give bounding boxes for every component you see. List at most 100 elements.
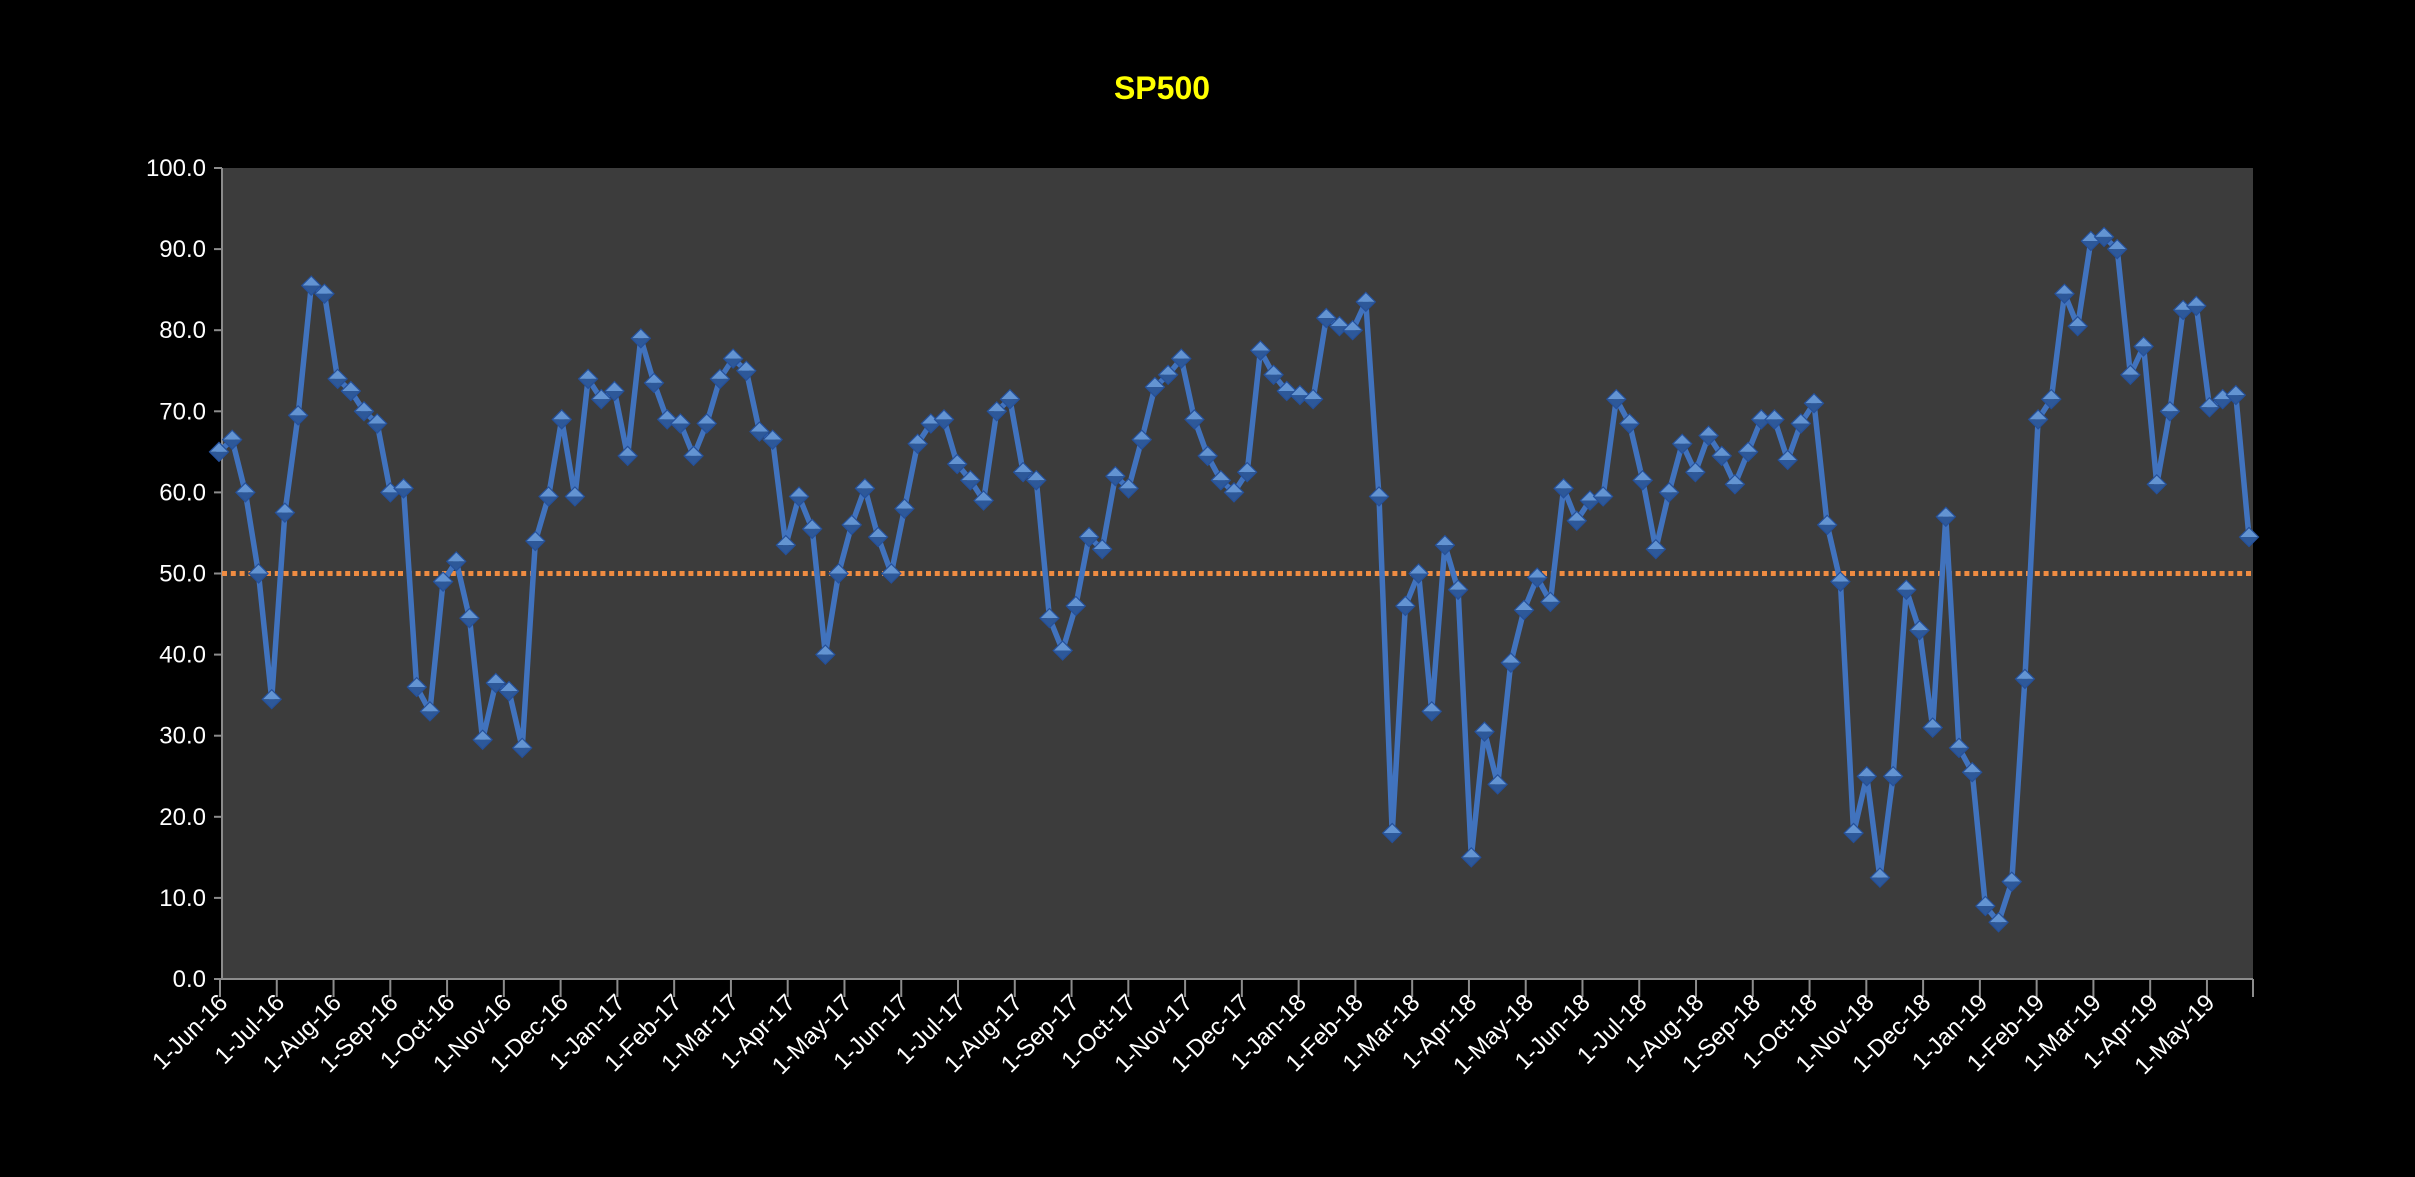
marker-outline (1355, 291, 1377, 313)
marker-bottom-face (644, 382, 664, 393)
marker-top-face (578, 369, 598, 379)
marker-bottom-face (1804, 403, 1824, 413)
marker-outline (314, 283, 335, 305)
marker-bottom-face (525, 541, 545, 551)
marker-outline (248, 563, 269, 584)
marker-bottom-face (1672, 443, 1692, 454)
marker-top-face (2120, 365, 2140, 375)
marker-top-face (1593, 486, 1613, 497)
marker-bottom-face (1540, 601, 1560, 612)
marker-outline (393, 477, 414, 499)
data-point-marker (1434, 534, 1456, 556)
marker-outline (472, 729, 493, 751)
marker-outline (617, 445, 638, 467)
marker-bottom-face (328, 378, 348, 389)
data-point-marker (1830, 571, 1851, 592)
marker-outline (1434, 534, 1456, 556)
marker-top-face (763, 430, 783, 440)
data-point-marker (340, 380, 362, 402)
marker-bottom-face (829, 573, 849, 583)
data-point-marker (1935, 506, 1957, 528)
marker-bottom-face (1830, 581, 1850, 592)
marker-outline (577, 368, 599, 390)
marker-outline (1460, 847, 1482, 868)
marker-outline (485, 672, 507, 694)
data-point-marker (406, 676, 428, 698)
data-point-marker (1236, 461, 1258, 483)
data-point-marker (1368, 486, 1390, 507)
marker-top-face (1145, 377, 1165, 387)
marker-bottom-face (1343, 330, 1363, 340)
marker-bottom-face (1013, 472, 1033, 482)
marker-top-face (657, 409, 677, 420)
marker-top-face (789, 486, 809, 497)
y-tick-label: 40.0 (159, 642, 206, 669)
y-tick-label: 100.0 (146, 155, 206, 182)
marker-bottom-face (1145, 386, 1165, 397)
marker-bottom-face (1633, 480, 1653, 490)
marker-outline (1368, 486, 1390, 507)
marker-top-face (2186, 296, 2206, 306)
marker-bottom-face (2199, 407, 2219, 417)
y-tick-label: 80.0 (159, 317, 206, 344)
marker-outline (2225, 384, 2247, 406)
data-point-marker (564, 486, 586, 507)
data-point-marker (2040, 388, 2062, 410)
marker-bottom-face (341, 391, 361, 401)
marker-outline (2027, 409, 2049, 430)
marker-bottom-face (446, 561, 466, 571)
data-point-marker (973, 490, 994, 511)
data-point-marker (300, 275, 322, 296)
data-point-marker (1105, 465, 1126, 487)
marker-top-face (222, 430, 242, 440)
data-point-marker (366, 413, 388, 434)
marker-top-face (1646, 539, 1666, 550)
data-point-marker (327, 368, 348, 390)
marker-top-face (1488, 774, 1508, 785)
marker-bottom-face (1909, 630, 1929, 640)
marker-bottom-face (1580, 500, 1600, 511)
marker-outline (709, 368, 731, 390)
marker-outline (749, 421, 770, 442)
marker-bottom-face (723, 358, 743, 369)
data-point-marker (762, 429, 783, 451)
marker-top-face (1237, 462, 1257, 473)
marker-outline (287, 405, 309, 426)
marker-top-face (1092, 539, 1112, 550)
marker-bottom-face (2186, 305, 2206, 316)
marker-outline (907, 433, 928, 455)
marker-top-face (1791, 413, 1811, 424)
marker-bottom-face (631, 338, 651, 348)
marker-top-face (736, 361, 756, 371)
data-point-marker (2199, 396, 2220, 418)
marker-outline (1737, 441, 1759, 463)
marker-top-face (275, 503, 295, 513)
marker-top-face (644, 373, 664, 383)
marker-top-face (328, 369, 348, 379)
data-point-marker (749, 421, 770, 442)
marker-top-face (802, 519, 822, 529)
data-point-marker (815, 644, 836, 665)
marker-outline (722, 348, 744, 369)
marker-top-face (894, 499, 914, 509)
marker-outline (1553, 477, 1574, 499)
marker-top-face (1171, 349, 1191, 359)
data-point-marker (577, 368, 599, 390)
marker-top-face (539, 486, 559, 497)
marker-bottom-face (1778, 459, 1798, 470)
marker-top-face (1989, 912, 2009, 923)
marker-top-face (1870, 868, 1890, 878)
data-point-marker (1645, 538, 1667, 560)
marker-top-face (1514, 600, 1534, 610)
marker-outline (551, 409, 573, 430)
marker-outline (1474, 721, 1495, 742)
data-point-marker (2225, 384, 2247, 406)
marker-outline (1909, 619, 1930, 641)
marker-top-face (1804, 393, 1824, 404)
data-point-marker (1144, 376, 1166, 398)
marker-bottom-face (1725, 484, 1745, 494)
marker-outline (643, 372, 665, 394)
marker-bottom-face (2173, 309, 2193, 320)
data-point-marker (630, 327, 652, 349)
